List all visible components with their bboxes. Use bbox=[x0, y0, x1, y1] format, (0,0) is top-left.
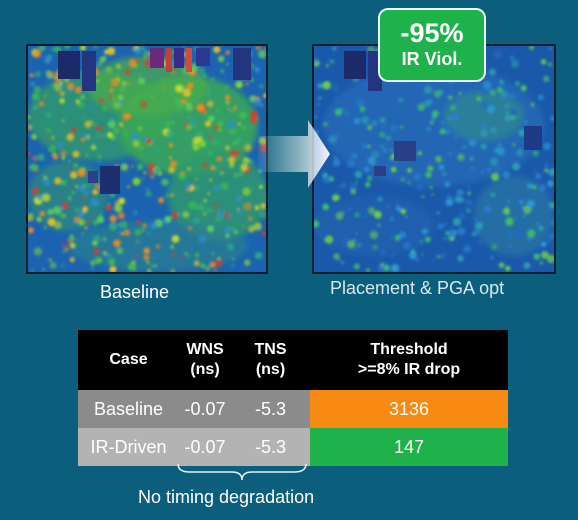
reduction-label: IR Viol. bbox=[401, 49, 463, 69]
results-table: Case WNS (ns) TNS (ns) Threshold >=8% IR… bbox=[78, 330, 508, 466]
optimized-caption: Placement & PGA opt bbox=[330, 278, 505, 298]
header-threshold: Threshold >=8% IR drop bbox=[310, 330, 508, 390]
timing-footnote: No timing degradation bbox=[138, 487, 315, 507]
row-wns: -0.07 bbox=[179, 428, 231, 466]
header-threshold-subtitle: >=8% IR drop bbox=[357, 361, 461, 378]
header-wns-title: WNS bbox=[186, 341, 224, 358]
row-wns: -0.07 bbox=[179, 390, 231, 428]
transition-arrow-icon bbox=[258, 118, 330, 190]
row-tns: -5.3 bbox=[231, 390, 310, 428]
baseline-ir-heatmap bbox=[26, 44, 268, 274]
header-tns-title: TNS bbox=[254, 341, 287, 358]
baseline-heatmap-image bbox=[28, 46, 266, 272]
header-wns-unit: (ns) bbox=[190, 361, 220, 378]
optimized-heatmap-image bbox=[314, 46, 554, 272]
header-case: Case bbox=[78, 330, 179, 390]
header-threshold-title: Threshold bbox=[370, 341, 448, 358]
timing-brace-icon bbox=[176, 462, 308, 489]
row-threshold: 3136 bbox=[310, 390, 508, 428]
row-case: IR-Driven bbox=[78, 428, 179, 466]
table-row: Baseline -0.07 -5.3 3136 bbox=[78, 390, 508, 428]
table-row: IR-Driven -0.07 -5.3 147 bbox=[78, 428, 508, 466]
ir-violation-reduction-badge: -95% IR Viol. bbox=[378, 8, 486, 82]
baseline-caption: Baseline bbox=[100, 282, 170, 302]
header-tns-unit: (ns) bbox=[255, 361, 286, 378]
header-tns: TNS (ns) bbox=[231, 330, 310, 390]
table-header-row: Case WNS (ns) TNS (ns) Threshold >=8% IR… bbox=[78, 330, 508, 390]
row-threshold: 147 bbox=[310, 428, 508, 466]
row-tns: -5.3 bbox=[231, 428, 310, 466]
row-case: Baseline bbox=[78, 390, 179, 428]
header-wns: WNS (ns) bbox=[179, 330, 231, 390]
reduction-percent: -95% bbox=[400, 18, 464, 48]
